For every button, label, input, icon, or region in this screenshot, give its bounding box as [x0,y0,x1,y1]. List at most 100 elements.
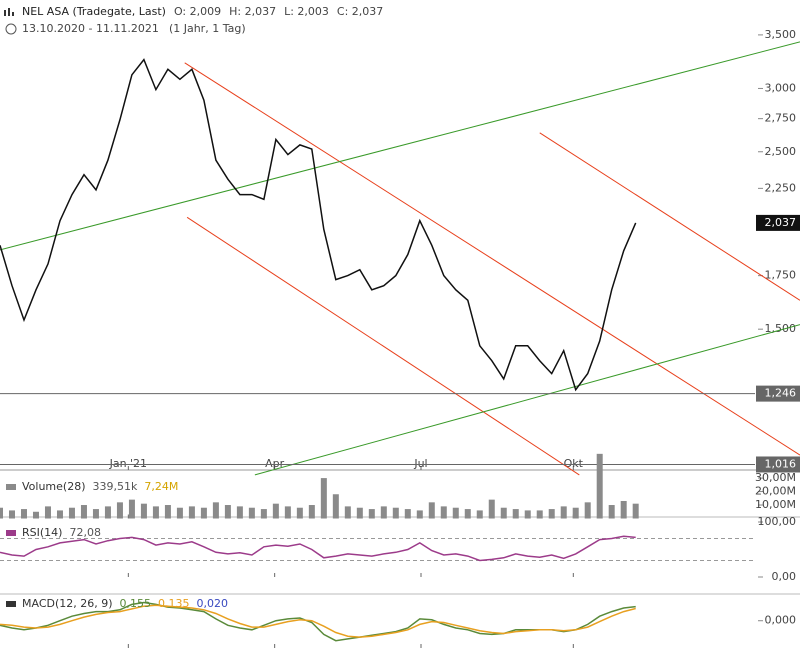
y-tick-label: 0,00 [772,570,797,583]
volume-bar [92,509,99,519]
series-line [0,604,636,638]
legend-text: 0,135 [158,597,190,610]
level-label: 2,037 [765,216,797,229]
level-label: 1,016 [765,457,797,470]
volume-bar [68,507,75,519]
y-tick-label: 20,00M [755,485,796,498]
chart-icon [4,8,14,16]
volume-bar [260,509,267,519]
legend-text: MACD(12, 26, 9) [22,597,113,610]
y-tick-label: 100,00 [758,515,797,528]
volume-bar [176,507,183,519]
x-tick-label: Jul [413,457,427,470]
volume-bar [488,499,495,519]
trend-line [184,62,800,456]
y-tick-label: 3,500 [765,28,797,41]
ohlc: O: 2,009 [174,5,221,18]
volume-bar [380,506,387,519]
volume-bar [8,510,15,519]
volume-bar [80,505,87,519]
header-line: NEL ASA (Tradegate, Last) O: 2,009 H: 2,03… [22,5,383,18]
volume-bar [524,510,531,519]
volume-bar [224,505,231,519]
volume-bar [308,505,315,519]
volume-bar [596,453,603,519]
level-box [756,456,800,473]
trend-line [0,41,800,251]
volume-bar [632,503,639,519]
volume-bar [392,507,399,519]
y-tick-label: 3,000 [765,81,797,94]
x-tick-label: Apr [265,457,285,470]
volume-bar [20,509,27,519]
volume-bar [476,510,483,519]
volume-bar [560,506,567,519]
series-line [0,58,637,392]
volume-bar [452,507,459,519]
legend-text: 339,51k [93,480,138,493]
level-label: 1,246 [765,387,797,400]
y-tick-label: 10,00M [755,498,796,511]
level-box [756,385,800,402]
level-box [756,214,800,231]
ohlc: H: 2,037 [229,5,276,18]
legend-swatch [6,530,16,536]
series-line [0,535,636,562]
legend-text: Volume(28) [22,480,86,493]
volume-bar [512,509,519,519]
volume-bar [356,507,363,519]
volume-bar [608,505,615,519]
trend-line [186,216,580,476]
volume-bar [284,506,291,519]
x-tick-label: Okt [564,457,584,470]
volume-bar [164,505,171,519]
header-line: 13.10.2020 - 11.11.2021 (1 Jahr, 1 Tag) [22,22,246,35]
y-tick-label: 2,750 [765,112,797,125]
volume-bar [296,507,303,519]
clock-icon [5,23,17,35]
volume-bar [272,503,279,519]
legend-text: 0,020 [197,597,229,610]
volume-bar [188,506,195,519]
y-tick-label: 2,250 [765,181,797,194]
y-tick-label: 2,500 [765,145,797,158]
legend-text: 7,24M [144,480,178,493]
volume-bar [140,503,147,519]
legend-text: 0,155 [120,597,152,610]
volume-bar [248,507,255,519]
volume-bar [104,506,111,519]
y-tick-label: 1,750 [765,269,797,282]
legend-text: RSI(14) [22,526,62,539]
volume-bar [584,502,591,519]
volume-bar [56,510,63,519]
y-tick-label: 0,000 [765,614,797,627]
legend-text: 72,08 [69,526,101,539]
volume-bar [368,509,375,519]
volume-bar [440,506,447,519]
volume-bar [416,510,423,519]
volume-bar [536,510,543,519]
ohlc: L: 2,003 [284,5,329,18]
ohlc: C: 2,037 [337,5,383,18]
legend-swatch [6,484,16,490]
volume-bar [404,509,411,519]
volume-bar [344,506,351,519]
trend-line [254,324,800,476]
trend-line [539,132,800,301]
volume-bar [428,502,435,519]
volume-bar [548,509,555,519]
volume-bar [32,511,39,519]
legend-swatch [6,601,16,607]
volume-bar [200,507,207,519]
subtitle: 13.10.2020 - 11.11.2021 [22,22,159,35]
volume-bar [332,494,339,519]
volume-bar [128,499,135,519]
volume-bar [572,507,579,519]
volume-bar [236,506,243,519]
x-tick-label: Jan '21 [109,457,147,470]
volume-bar [500,507,507,519]
volume-bar [44,506,51,519]
volume-bar [620,500,627,519]
volume-bar [0,507,3,519]
